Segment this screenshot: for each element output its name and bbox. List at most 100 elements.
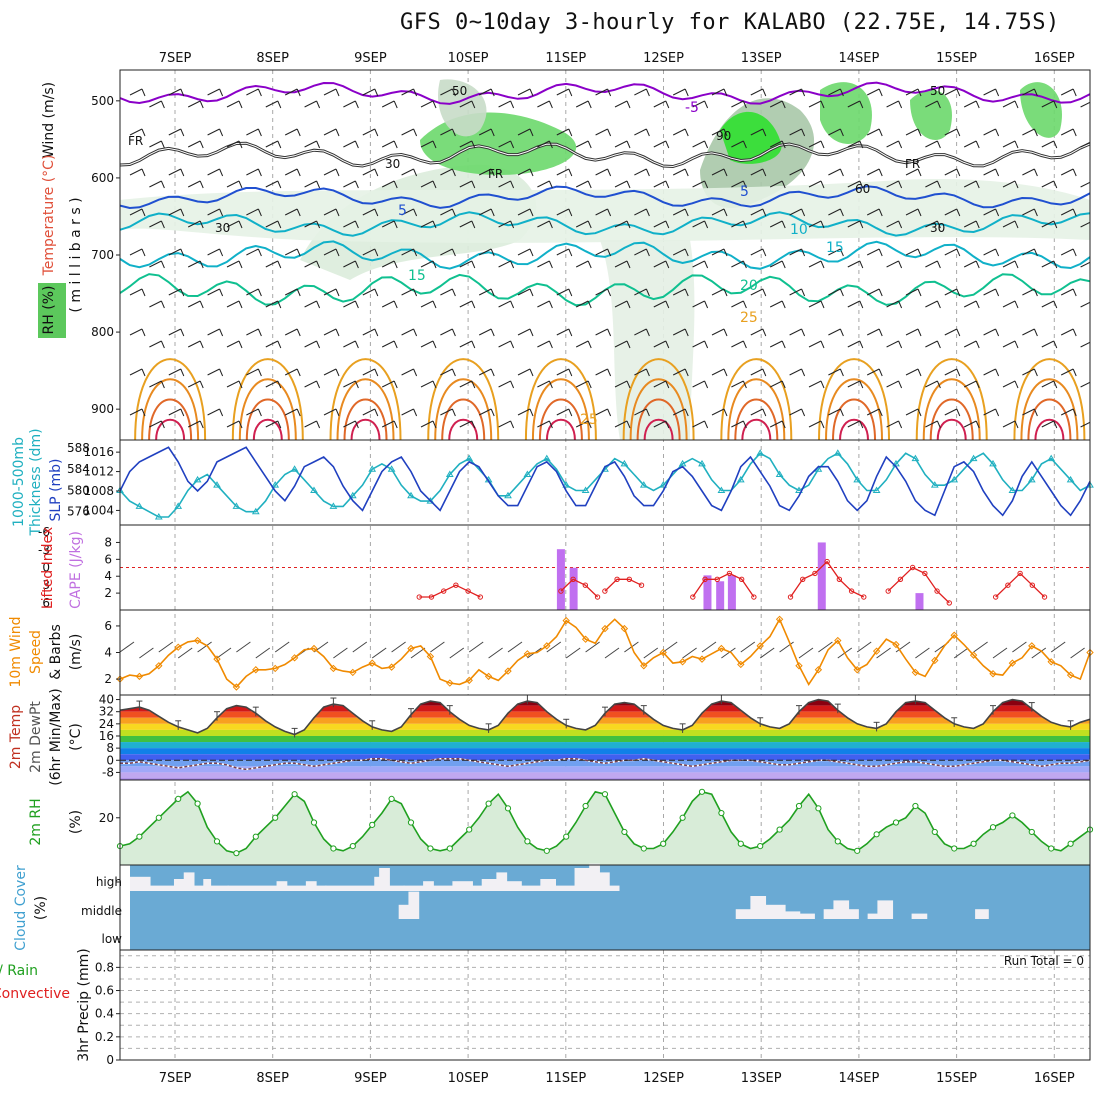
- wind-barb: [1060, 288, 1074, 296]
- wind-barb-feather: [432, 340, 437, 349]
- li-marker: [787, 594, 794, 600]
- wind-barb-feather: [316, 180, 321, 189]
- panel-frame: [119, 949, 1091, 1061]
- wind-barb: [371, 647, 387, 659]
- wind-barb-feather: [995, 328, 1000, 337]
- wind-barb: [187, 260, 201, 268]
- wind-barb: [246, 408, 259, 416]
- wind-barb: [866, 248, 880, 256]
- wind-speed-marker: [581, 635, 590, 643]
- wind-barb: [856, 641, 872, 653]
- wind-speed-marker: [484, 672, 493, 681]
- wind-barb: [401, 288, 414, 296]
- wind-barb: [925, 220, 938, 228]
- wind-barb-feather: [393, 100, 398, 109]
- wind-barb: [614, 380, 628, 388]
- wind-barb-feather: [1053, 340, 1058, 349]
- wind-barb-feather: [762, 248, 767, 257]
- wind-barb-feather: [471, 420, 476, 429]
- wind-barb: [886, 420, 899, 428]
- wind-barb-feather: [374, 288, 379, 297]
- wind-barb: [129, 368, 143, 376]
- temp-contour: [120, 240, 1090, 270]
- wind-barb: [1080, 381, 1090, 388]
- temp-arch-contour: [727, 378, 786, 440]
- wind-barb-feather: [374, 328, 379, 337]
- wind-barb: [731, 260, 744, 268]
- wind-barb: [420, 260, 434, 268]
- wind-barb-feather: [490, 408, 495, 417]
- thickness-marker: [232, 502, 241, 509]
- thickness-marker: [193, 475, 202, 483]
- wind-barb: [750, 328, 764, 336]
- wind-barb: [440, 328, 453, 336]
- li-tick: -6: [38, 525, 50, 539]
- wind-barb-feather: [781, 420, 786, 429]
- panel-frame: [119, 609, 1091, 696]
- panel-label: Lifted Index: [40, 527, 56, 609]
- wind-barb: [537, 340, 550, 348]
- wind-barb-feather: [296, 208, 301, 217]
- wind-speed-marker: [368, 659, 376, 667]
- wind-barb-feather: [160, 420, 165, 429]
- li-line: [995, 572, 1045, 598]
- wind-barb-feather: [607, 88, 612, 97]
- rh-marker: [136, 833, 143, 840]
- wind-barb: [459, 180, 473, 188]
- temp-contour-label: -5: [685, 100, 699, 116]
- temp-arch-contour: [531, 378, 590, 440]
- wind-barb-feather: [995, 368, 1000, 377]
- wind-barb: [440, 88, 453, 96]
- wind-barb-feather: [607, 368, 612, 377]
- rh-marker: [621, 828, 628, 836]
- wind-barb-feather: [413, 168, 418, 177]
- wind-barb: [323, 368, 337, 376]
- wind-barb-feather: [451, 128, 456, 137]
- wind-barb: [207, 128, 220, 136]
- wind-barb-feather: [645, 168, 650, 177]
- wind-barb: [847, 380, 861, 388]
- li-marker: [738, 576, 745, 583]
- wind-barb-feather: [510, 140, 515, 149]
- wind-barb-feather: [180, 248, 185, 257]
- temp-arch-contour: [922, 378, 981, 440]
- li-marker: [922, 570, 928, 577]
- panel-label: Speed: [28, 630, 44, 674]
- wind-barb: [401, 368, 414, 376]
- wind-barb-feather: [490, 368, 495, 377]
- wind-barb-feather: [277, 380, 282, 389]
- wind-barb-feather: [354, 260, 359, 269]
- wind-barb-feather: [296, 408, 301, 417]
- wind-barb-feather: [257, 168, 262, 177]
- wind-barb-feather: [936, 340, 941, 349]
- high-cloud: [374, 876, 381, 891]
- wind-barb: [498, 300, 511, 308]
- wind-barb-feather: [568, 248, 573, 257]
- thickness-marker: [290, 465, 299, 472]
- li-marker: [861, 594, 867, 600]
- panel-label: 2m DewPt: [28, 701, 44, 773]
- wind-barb-feather: [995, 88, 1000, 97]
- wind-barb: [517, 248, 531, 256]
- temp-arch-contour: [155, 418, 186, 440]
- wind-barb: [343, 260, 356, 268]
- wind-barb: [459, 420, 473, 428]
- mid-cloud: [848, 909, 859, 919]
- wind-barb: [895, 641, 911, 653]
- wind-barb-feather: [413, 88, 418, 97]
- wind-barb-feather: [839, 248, 844, 257]
- wind-barb-feather: [1072, 288, 1077, 297]
- wind-barb-feather: [1014, 220, 1019, 229]
- wind-barb: [953, 647, 969, 659]
- rh-marker: [1048, 845, 1055, 852]
- wind-barb-feather: [723, 208, 728, 217]
- wind-barb: [420, 340, 434, 348]
- temp-arch-contour: [524, 358, 597, 440]
- temp-color-band: [120, 778, 1090, 780]
- wind-barb-feather: [1093, 101, 1096, 108]
- wind-barb-feather: [645, 248, 650, 257]
- wind-speed-marker: [1008, 659, 1017, 667]
- wind-barb: [876, 647, 891, 659]
- slp-tick: 1004: [83, 503, 114, 517]
- wind-barb: [1002, 420, 1016, 428]
